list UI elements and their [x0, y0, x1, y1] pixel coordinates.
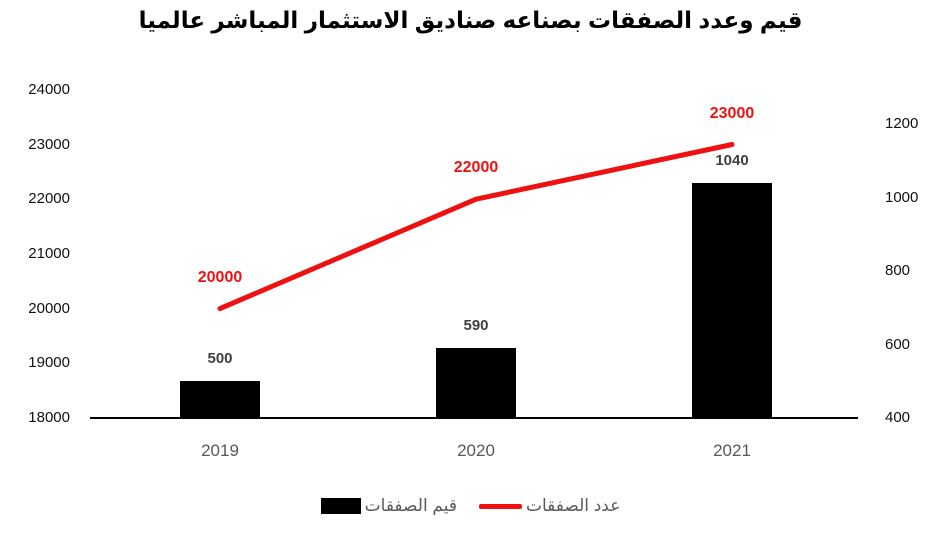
bar-2020 — [436, 348, 516, 418]
line-data-label: 23000 — [709, 104, 755, 122]
bar-2021 — [692, 182, 772, 418]
legend: قيم الصفقات عدد الصفقات — [0, 492, 941, 520]
x-axis-category-label: 2019 — [201, 441, 239, 460]
bar-data-label: 1040 — [715, 151, 749, 169]
y-axis-right-tick-label: 1000 — [885, 188, 919, 206]
x-axis-category-label: 2021 — [713, 441, 751, 460]
bar-data-label: 500 — [207, 350, 233, 368]
y-axis-right-tick-label: 400 — [885, 409, 911, 426]
x-axis-category-label: 2020 — [457, 441, 495, 460]
x-axis-line — [90, 417, 858, 419]
bar-2019 — [180, 381, 260, 418]
bar-data-label: 590 — [463, 317, 489, 335]
legend-label-deal-count: عدد الصفقات — [525, 496, 621, 515]
y-axis-left-tick-label: 21000 — [28, 244, 70, 262]
legend-label-deal-values: قيم الصفقات — [364, 496, 457, 515]
line-series-swatch-icon — [478, 503, 522, 509]
y-axis-left-tick-label: 24000 — [28, 80, 70, 98]
y-axis-left-tick-label: 23000 — [28, 135, 70, 153]
line-data-label: 22000 — [453, 159, 499, 177]
y-axis-left-tick-label: 22000 — [28, 190, 70, 208]
legend-item-deal-values: قيم الصفقات — [320, 496, 457, 516]
bar-series-swatch-icon — [320, 498, 361, 514]
legend-item-deal-count: عدد الصفقات — [478, 496, 621, 516]
line-data-label: 20000 — [197, 268, 243, 286]
y-axis-right-tick-label: 1200 — [885, 115, 919, 132]
y-axis-right-tick-label: 600 — [885, 335, 911, 353]
y-axis-right-tick-label: 800 — [885, 262, 911, 279]
y-axis-left-tick-label: 18000 — [28, 409, 70, 426]
y-axis-left-tick-label: 19000 — [28, 354, 70, 372]
y-axis-left-tick-label: 20000 — [28, 299, 70, 317]
chart-title: قيم وعدد الصفقات بصناعه صناديق الاستثمار… — [138, 7, 803, 33]
